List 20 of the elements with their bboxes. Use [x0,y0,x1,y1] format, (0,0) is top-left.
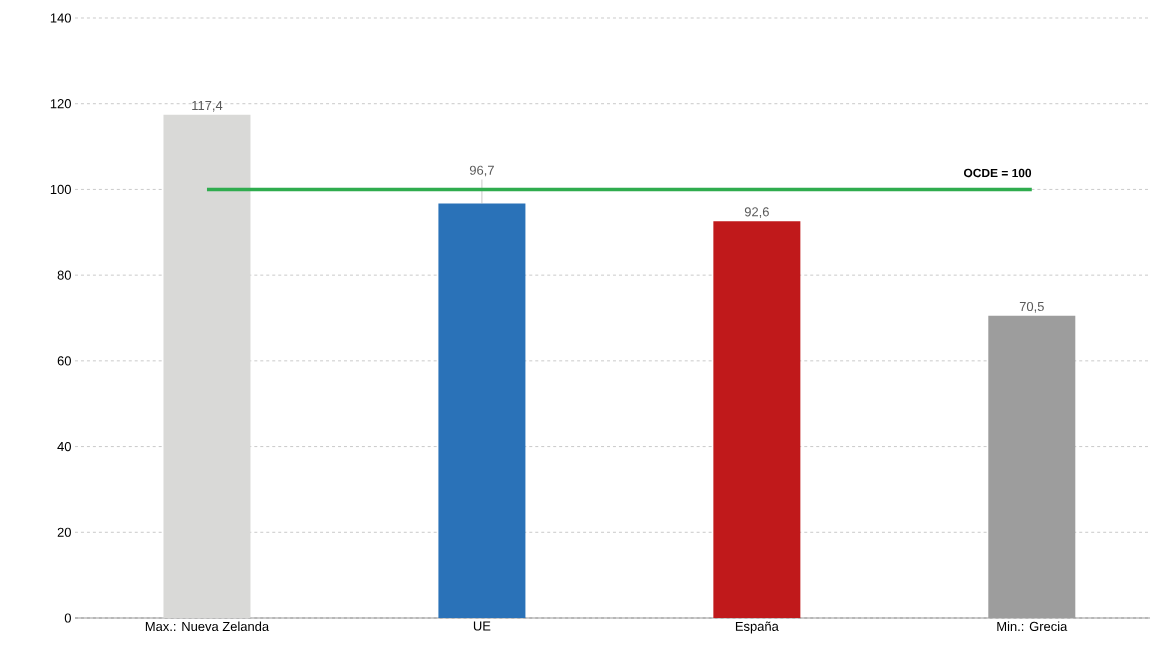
x-tick-label: Min.: Grecia [997,621,1068,632]
x-tick-label: Max.: Nueva Zelanda [145,621,270,632]
bar [713,221,801,618]
y-tick-label: 80 [57,270,71,280]
data-label: 92,6 [744,207,769,218]
data-label: 70,5 [1019,301,1044,313]
data-label: 96,7 [469,165,494,177]
y-tick-label: 120 [50,99,71,109]
ref-line-label: OCDE = 100 [963,168,1032,178]
y-tick-label: 20 [57,527,71,537]
y-tick-label: 40 [57,441,71,452]
y-tick-label: 60 [57,356,71,366]
x-tick-label: España [735,621,779,634]
x-tick-label: UE [473,621,491,631]
data-label: 117,4 [192,101,223,112]
y-tick-label: 0 [64,613,71,623]
y-tick-label: 100 [50,184,71,195]
y-tick-label: 140 [50,13,71,23]
bar [438,203,526,618]
bar [163,114,251,618]
